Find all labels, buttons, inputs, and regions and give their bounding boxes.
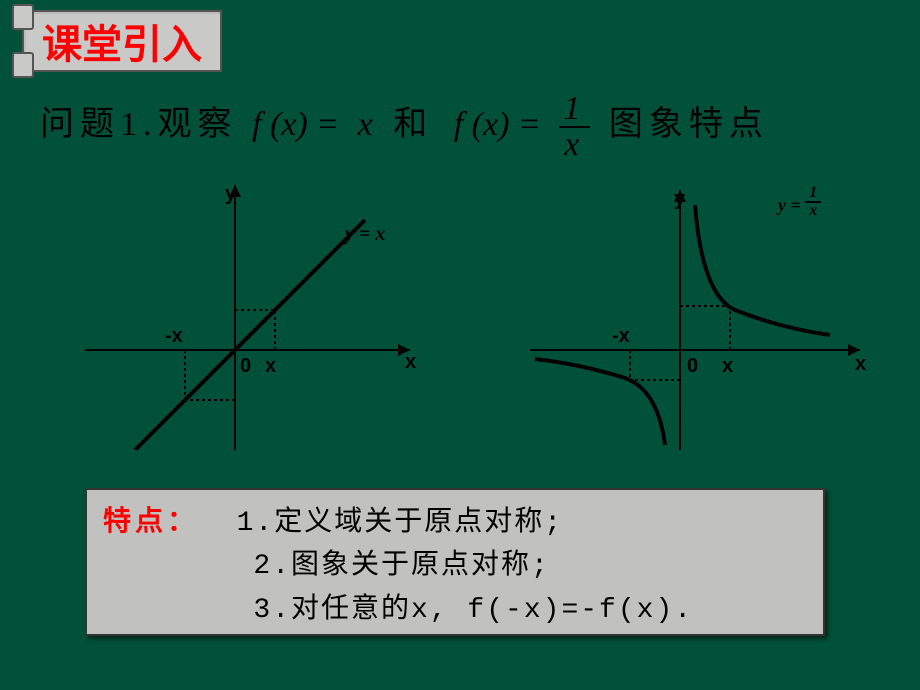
y-axis-label: y: [225, 183, 237, 205]
equation2-fraction: 1 x: [559, 92, 590, 162]
question-suffix: 图象特点: [609, 106, 769, 143]
feature-box: 特点： 1.定义域关于原点对称; 2.图象关于原点对称; 3.对任意的x, f(…: [85, 488, 825, 636]
slide-title: 课堂引入: [42, 12, 202, 70]
curve-title: y = x: [343, 223, 385, 245]
tick-x-label: x: [265, 355, 276, 377]
x-axis-label: x: [855, 353, 866, 375]
graph-linear: y x x 0 -x y = x: [70, 180, 440, 450]
question-line: 问题1.观察 f (x) = x 和 f (x) = 1 x 图象特点: [40, 92, 890, 162]
feature-text-3: 3.对任意的x, f(-x)=-f(x).: [253, 595, 693, 626]
graph-hyperbola: y x x 0 -x y = 1 x: [520, 180, 890, 450]
feature-line-2: 2.图象关于原点对称;: [103, 545, 807, 588]
fraction-numerator: 1: [805, 185, 821, 203]
fraction-numerator: 1: [559, 92, 590, 128]
fraction-denominator: x: [559, 128, 590, 162]
curve-title: y = 1 x: [778, 185, 821, 219]
curve-title-prefix: y =: [778, 195, 801, 215]
equation1-lhs: f (x) =: [252, 106, 339, 143]
graph-linear-svg: y x x 0 -x y = x: [70, 180, 440, 450]
scroll-ornament: [12, 4, 34, 30]
feature-line-1: 特点： 1.定义域关于原点对称;: [103, 502, 807, 545]
equation1-rhs: x: [358, 106, 373, 143]
y-axis-label: y: [674, 188, 686, 210]
feature-line-3: 3.对任意的x, f(-x)=-f(x).: [103, 589, 807, 632]
feature-text-2: 2.图象关于原点对称;: [253, 551, 549, 582]
title-scroll-box: 课堂引入: [22, 10, 222, 72]
tick-x-label: x: [722, 355, 733, 377]
tick-negx-label: -x: [612, 325, 630, 347]
origin-label: 0: [687, 355, 698, 377]
feature-text-1: 1.定义域关于原点对称;: [237, 508, 563, 539]
x-axis-label: x: [405, 351, 416, 373]
question-prefix: 问题1.观察: [40, 106, 238, 143]
question-middle: 和: [393, 106, 433, 143]
fraction-denominator: x: [805, 203, 821, 219]
feature-label: 特点：: [103, 508, 199, 539]
graph-hyperbola-svg: y x x 0 -x: [520, 180, 890, 450]
origin-label: 0: [240, 355, 251, 377]
scroll-ornament: [12, 52, 34, 78]
equation2-lhs: f (x) =: [454, 106, 541, 143]
tick-negx-label: -x: [165, 325, 183, 347]
